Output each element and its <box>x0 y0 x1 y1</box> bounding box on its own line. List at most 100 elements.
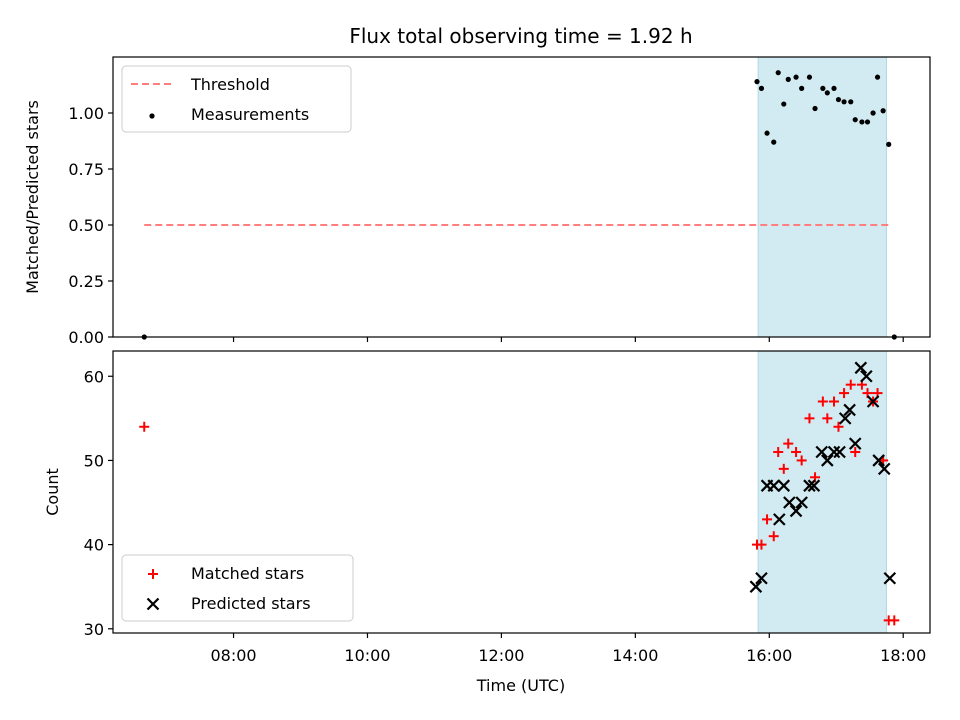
observing-window-top <box>757 56 887 338</box>
predicted-star-point <box>795 496 808 509</box>
matched-star-point <box>822 413 833 424</box>
matched-star-point <box>796 455 807 466</box>
matched-star-point <box>833 421 844 432</box>
chart-title: Flux total observing time = 1.92 h <box>349 24 692 48</box>
y-tick-label: 40 <box>84 536 104 555</box>
predicted-star-point <box>821 454 834 467</box>
measurement-point <box>799 85 805 91</box>
ratio-panel: 0.00 0.25 0.50 0.75 1.00 Matched/Predicted s… <box>23 56 931 347</box>
matched-star-point <box>756 539 767 550</box>
predicted-star-point <box>789 504 803 518</box>
predicted-star-point <box>843 403 856 417</box>
ratio-legend: Threshold Measurements <box>121 65 352 133</box>
predicted-star-point <box>833 445 846 459</box>
measurement-point <box>870 110 876 116</box>
ratio-y-label: Matched/Predicted stars <box>23 100 42 294</box>
matched-star-point <box>778 463 789 474</box>
predicted-star-point <box>755 572 768 585</box>
predicted-stars-series <box>749 361 897 593</box>
legend-predicted-swatch <box>146 597 160 611</box>
count-y-axis: 30 40 50 60 <box>84 367 113 639</box>
measurement-point <box>841 99 847 105</box>
matched-star-point <box>768 531 779 542</box>
measurement-point <box>824 90 830 96</box>
observing-window-band <box>757 56 887 338</box>
matched-star-point <box>829 396 840 407</box>
predicted-star-point <box>783 496 796 509</box>
x-tick-label: 10:00 <box>344 646 390 665</box>
measurement-point <box>874 74 881 80</box>
predicted-star-point <box>872 454 885 467</box>
y-tick-label: 0.25 <box>68 272 104 291</box>
measurement-point <box>835 96 842 103</box>
predicted-star-point <box>777 479 791 492</box>
legend-measurements-swatch <box>149 113 155 119</box>
x-tick-label: 16:00 <box>746 646 792 665</box>
measurement-point <box>758 85 765 91</box>
matched-star-point <box>889 615 900 626</box>
measurement-point <box>859 119 865 125</box>
y-tick-label: 30 <box>84 620 104 639</box>
measurement-point <box>754 79 760 85</box>
predicted-star-point <box>877 462 891 476</box>
time-x-axis: 08:00 10:00 12:00 14:00 16:00 18:00 <box>210 633 926 665</box>
matched-star-point <box>773 447 784 458</box>
legend-threshold-label: Threshold <box>190 75 270 94</box>
matched-star-point <box>139 421 150 432</box>
matched-star-point <box>783 438 794 449</box>
x-axis-label: Time (UTC) <box>476 676 565 695</box>
count-y-label: Count <box>43 468 62 516</box>
measurement-point <box>785 76 791 82</box>
measurement-point <box>806 74 813 80</box>
y-tick-label: 0.75 <box>68 160 104 179</box>
y-tick-label: 1.00 <box>68 104 104 123</box>
measurement-point <box>771 139 777 145</box>
x-tick-label: 08:00 <box>210 646 256 665</box>
measurement-point <box>781 101 787 107</box>
predicted-star-point <box>854 361 868 375</box>
matched-star-point <box>791 447 802 458</box>
count-axes-frame <box>112 350 931 634</box>
legend-measurements-label: Measurements <box>191 105 309 124</box>
matched-star-point <box>762 514 773 525</box>
y-tick-label: 0.00 <box>68 328 104 347</box>
count-legend: Matched stars Predicted stars <box>121 554 354 622</box>
predicted-star-point <box>749 580 763 593</box>
measurement-point <box>864 119 871 125</box>
ratio-x-ticks <box>232 337 904 342</box>
predicted-star-point <box>838 412 852 425</box>
predicted-star-point <box>860 369 873 383</box>
matched-star-point <box>850 447 861 458</box>
matched-star-point <box>804 413 815 424</box>
measurement-point <box>812 105 818 112</box>
ratio-axes-frame <box>112 56 931 338</box>
x-tick-label: 14:00 <box>612 646 658 665</box>
measurement-point <box>880 108 886 114</box>
measurement-point <box>764 130 770 136</box>
predicted-star-point <box>773 513 786 526</box>
measurement-point <box>775 70 781 76</box>
legend-frame <box>121 65 352 133</box>
y-tick-label: 60 <box>84 367 104 386</box>
legend-matched-swatch <box>148 569 158 579</box>
matched-star-point <box>845 379 856 390</box>
measurement-point <box>852 117 858 123</box>
measurement-point <box>831 85 837 91</box>
legend-matched-label: Matched stars <box>191 564 304 583</box>
y-tick-label: 0.50 <box>68 216 104 235</box>
predicted-star-point <box>866 395 880 408</box>
measurement-point <box>793 74 799 80</box>
matched-star-point <box>817 396 828 407</box>
measurement-point <box>848 99 854 105</box>
measurement-point <box>820 85 826 91</box>
predicted-star-point <box>767 479 781 492</box>
x-tick-label: 12:00 <box>478 646 524 665</box>
x-tick-label: 18:00 <box>880 646 926 665</box>
legend-frame <box>121 554 354 622</box>
predicted-star-point <box>803 479 816 492</box>
measurements-series <box>141 70 897 340</box>
measurement-point <box>886 141 892 147</box>
matched-star-point <box>839 388 850 399</box>
